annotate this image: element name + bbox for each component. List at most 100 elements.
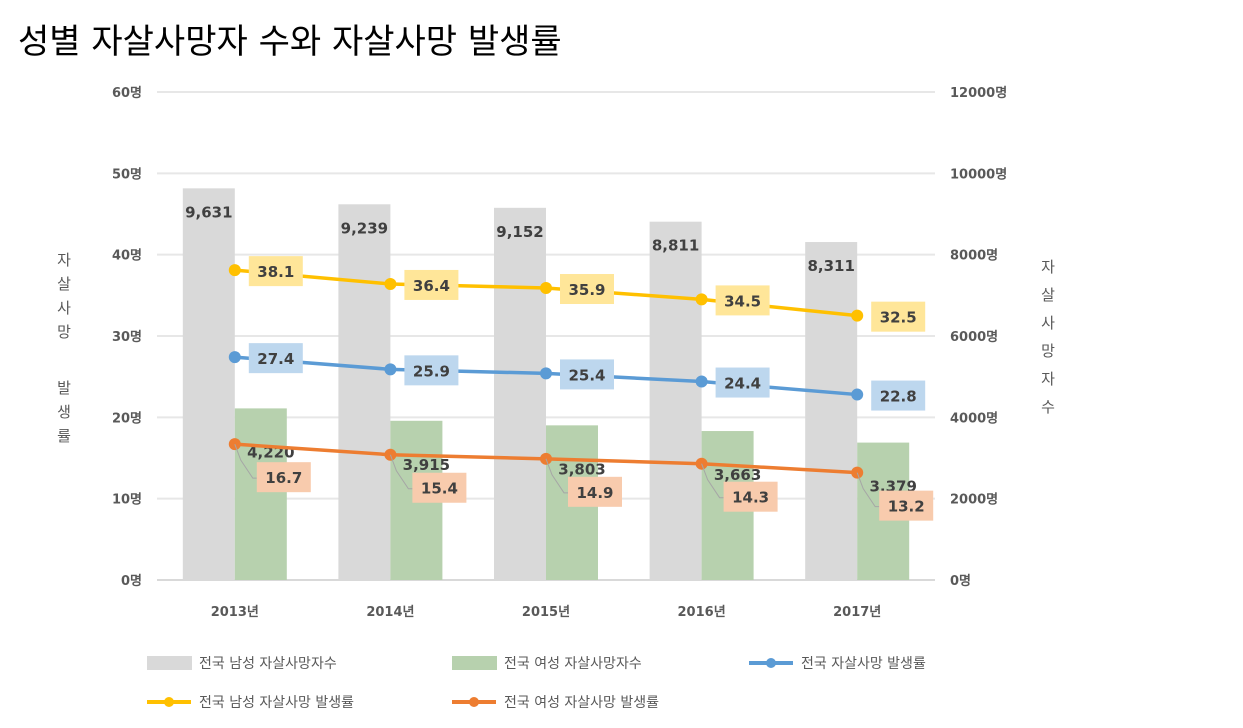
leader-line xyxy=(545,458,568,494)
y-right-axis-title-char: 살 xyxy=(1041,286,1055,304)
y-left-tick-label: 20명 xyxy=(112,410,142,426)
y-left-tick-label: 50명 xyxy=(112,166,142,182)
line-label-box xyxy=(248,256,303,287)
legend-label: 전국 여성 자살사망 발생률 xyxy=(504,695,659,711)
y-left-axis-title-char: 살 xyxy=(57,275,71,293)
line-label-box xyxy=(871,301,926,332)
line-data-label: 14.9 xyxy=(576,484,613,502)
line-label-box xyxy=(248,343,303,374)
y-right-tick-label: 6000명 xyxy=(950,329,998,345)
x-tick-label: 2013년 xyxy=(211,605,259,620)
bar xyxy=(338,204,391,580)
y-right-tick-label: 8000명 xyxy=(950,248,998,264)
line-data-label: 13.2 xyxy=(888,498,925,516)
bar xyxy=(234,408,287,580)
leader-line xyxy=(389,454,413,490)
y-right-tick-label: 0명 xyxy=(950,573,971,589)
y-left-axis-title-char: 망 xyxy=(57,323,71,341)
y-left-tick-label: 0명 xyxy=(121,573,142,589)
line-data-label: 32.5 xyxy=(880,309,917,327)
legend-swatch xyxy=(147,656,192,670)
line-data-label: 36.4 xyxy=(413,277,450,295)
series-point xyxy=(851,388,864,401)
y-left-tick-label: 60명 xyxy=(112,85,142,101)
bar-data-label: 3,663 xyxy=(714,466,761,484)
line-data-label: 25.9 xyxy=(413,362,450,380)
y-right-axis-title-char: 자 xyxy=(1041,370,1055,388)
line-data-label: 22.8 xyxy=(880,388,917,406)
line-data-label: 35.9 xyxy=(568,281,605,299)
bar-data-label: 9,631 xyxy=(185,203,232,221)
y-left-axis-title-char: 자 xyxy=(57,251,71,269)
line-label-box xyxy=(560,359,614,390)
series-point xyxy=(540,367,552,380)
legend-label: 전국 여성 자살사망자수 xyxy=(504,656,642,672)
y-left-tick-label: 30명 xyxy=(112,329,142,345)
line-data-label: 24.4 xyxy=(724,375,761,393)
line-data-label: 15.4 xyxy=(421,480,458,498)
line-data-label: 14.3 xyxy=(732,489,769,507)
x-tick-label: 2016년 xyxy=(678,605,726,620)
legend-marker xyxy=(164,697,174,707)
series-point xyxy=(695,293,708,306)
bar xyxy=(182,188,235,580)
legend-swatch xyxy=(452,656,497,670)
x-tick-label: 2015년 xyxy=(522,605,570,620)
y-left-tick-label: 10명 xyxy=(112,492,142,508)
line-label-box xyxy=(871,380,926,411)
y-left-axis-title-char: 률 xyxy=(57,427,71,445)
y-left-tick-label: 40명 xyxy=(112,248,142,264)
leader-line xyxy=(701,463,724,499)
y-right-tick-label: 2000명 xyxy=(950,492,998,508)
series-point xyxy=(851,309,864,322)
line-label-box xyxy=(256,462,311,493)
y-left-axis-title-char: 생 xyxy=(57,403,71,421)
bar xyxy=(494,207,546,580)
y-right-axis-title-char: 자 xyxy=(1041,258,1055,276)
y-right-tick-label: 4000명 xyxy=(950,410,998,426)
series-point xyxy=(384,363,397,376)
line-label-box xyxy=(560,274,614,305)
line-label-box xyxy=(404,355,459,386)
series-point xyxy=(540,282,552,295)
line-label-box xyxy=(404,269,459,300)
series-point xyxy=(695,375,708,388)
legend-marker xyxy=(469,697,479,707)
legend-label: 전국 남성 자살사망자수 xyxy=(199,656,337,672)
line-data-label: 25.4 xyxy=(568,366,605,384)
leader-line xyxy=(234,443,257,479)
bar xyxy=(805,242,858,580)
bar-data-label: 8,811 xyxy=(652,237,699,255)
x-tick-label: 2017년 xyxy=(833,605,881,620)
y-right-tick-label: 12000명 xyxy=(950,85,1007,101)
line-data-label: 34.5 xyxy=(724,292,761,310)
line-label-box xyxy=(715,285,770,316)
bar xyxy=(649,221,702,580)
y-right-axis-title-char: 사 xyxy=(1041,314,1055,332)
leader-line xyxy=(856,472,880,508)
series-point xyxy=(228,264,241,277)
chart-title: 성별 자살사망자 수와 자살사망 발생률 xyxy=(18,22,562,62)
line-label-box xyxy=(412,472,467,503)
line-label-box xyxy=(723,481,778,512)
bar-data-label: 3,803 xyxy=(558,460,605,478)
bar-data-label: 8,311 xyxy=(807,257,854,275)
y-left-axis-title-char: 사 xyxy=(57,299,71,317)
y-right-axis-title-char: 망 xyxy=(1041,342,1055,360)
line-label-box xyxy=(879,490,934,521)
line-label-box xyxy=(568,476,622,507)
y-left-axis-title-char: 발 xyxy=(57,379,71,397)
y-right-axis-title-char: 수 xyxy=(1041,398,1055,416)
legend-label: 전국 남성 자살사망 발생률 xyxy=(199,695,354,711)
bar-data-label: 3,915 xyxy=(403,456,450,474)
series-point xyxy=(228,351,241,364)
legend-label: 전국 자살사망 발생률 xyxy=(801,656,926,672)
legend-marker xyxy=(766,658,776,668)
bar-data-label: 9,239 xyxy=(341,219,388,237)
x-tick-label: 2014년 xyxy=(366,605,414,620)
line-label-box xyxy=(715,367,770,398)
bar-data-label: 9,152 xyxy=(496,223,543,241)
line-data-label: 27.4 xyxy=(257,350,294,368)
series-point xyxy=(384,277,397,290)
